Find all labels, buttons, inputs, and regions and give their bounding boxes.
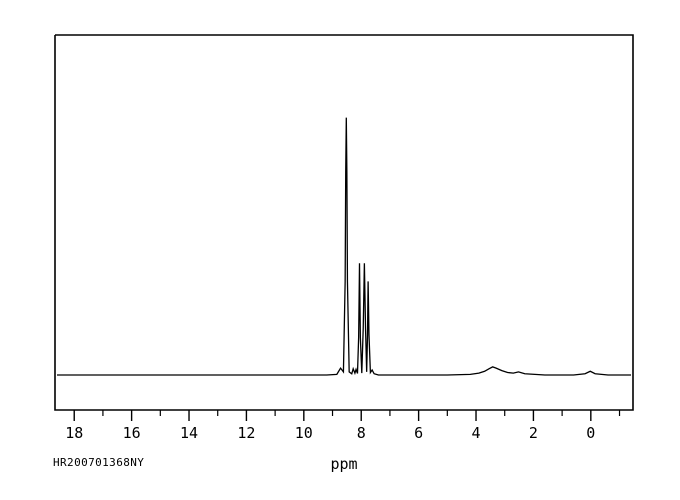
tick-label: 8 bbox=[357, 424, 366, 442]
spectrum-trace bbox=[57, 117, 631, 376]
tick-label: 14 bbox=[180, 424, 198, 442]
tick-label: 12 bbox=[237, 424, 255, 442]
tick-label: 0 bbox=[586, 424, 595, 442]
tick-label: 6 bbox=[414, 424, 423, 442]
plot-frame bbox=[54, 34, 634, 411]
x-axis-ticks bbox=[73, 410, 621, 421]
tick-label: 10 bbox=[295, 424, 313, 442]
tick-label: 4 bbox=[472, 424, 481, 442]
tick-label: 18 bbox=[65, 424, 83, 442]
tick-label: 2 bbox=[529, 424, 538, 442]
x-axis-tick-labels: 18 16 14 12 10 8 6 4 2 0 bbox=[65, 424, 595, 442]
x-axis-title: ppm bbox=[330, 455, 357, 473]
sample-id-label: HR200701368NY bbox=[53, 456, 144, 469]
tick-label: 16 bbox=[123, 424, 141, 442]
